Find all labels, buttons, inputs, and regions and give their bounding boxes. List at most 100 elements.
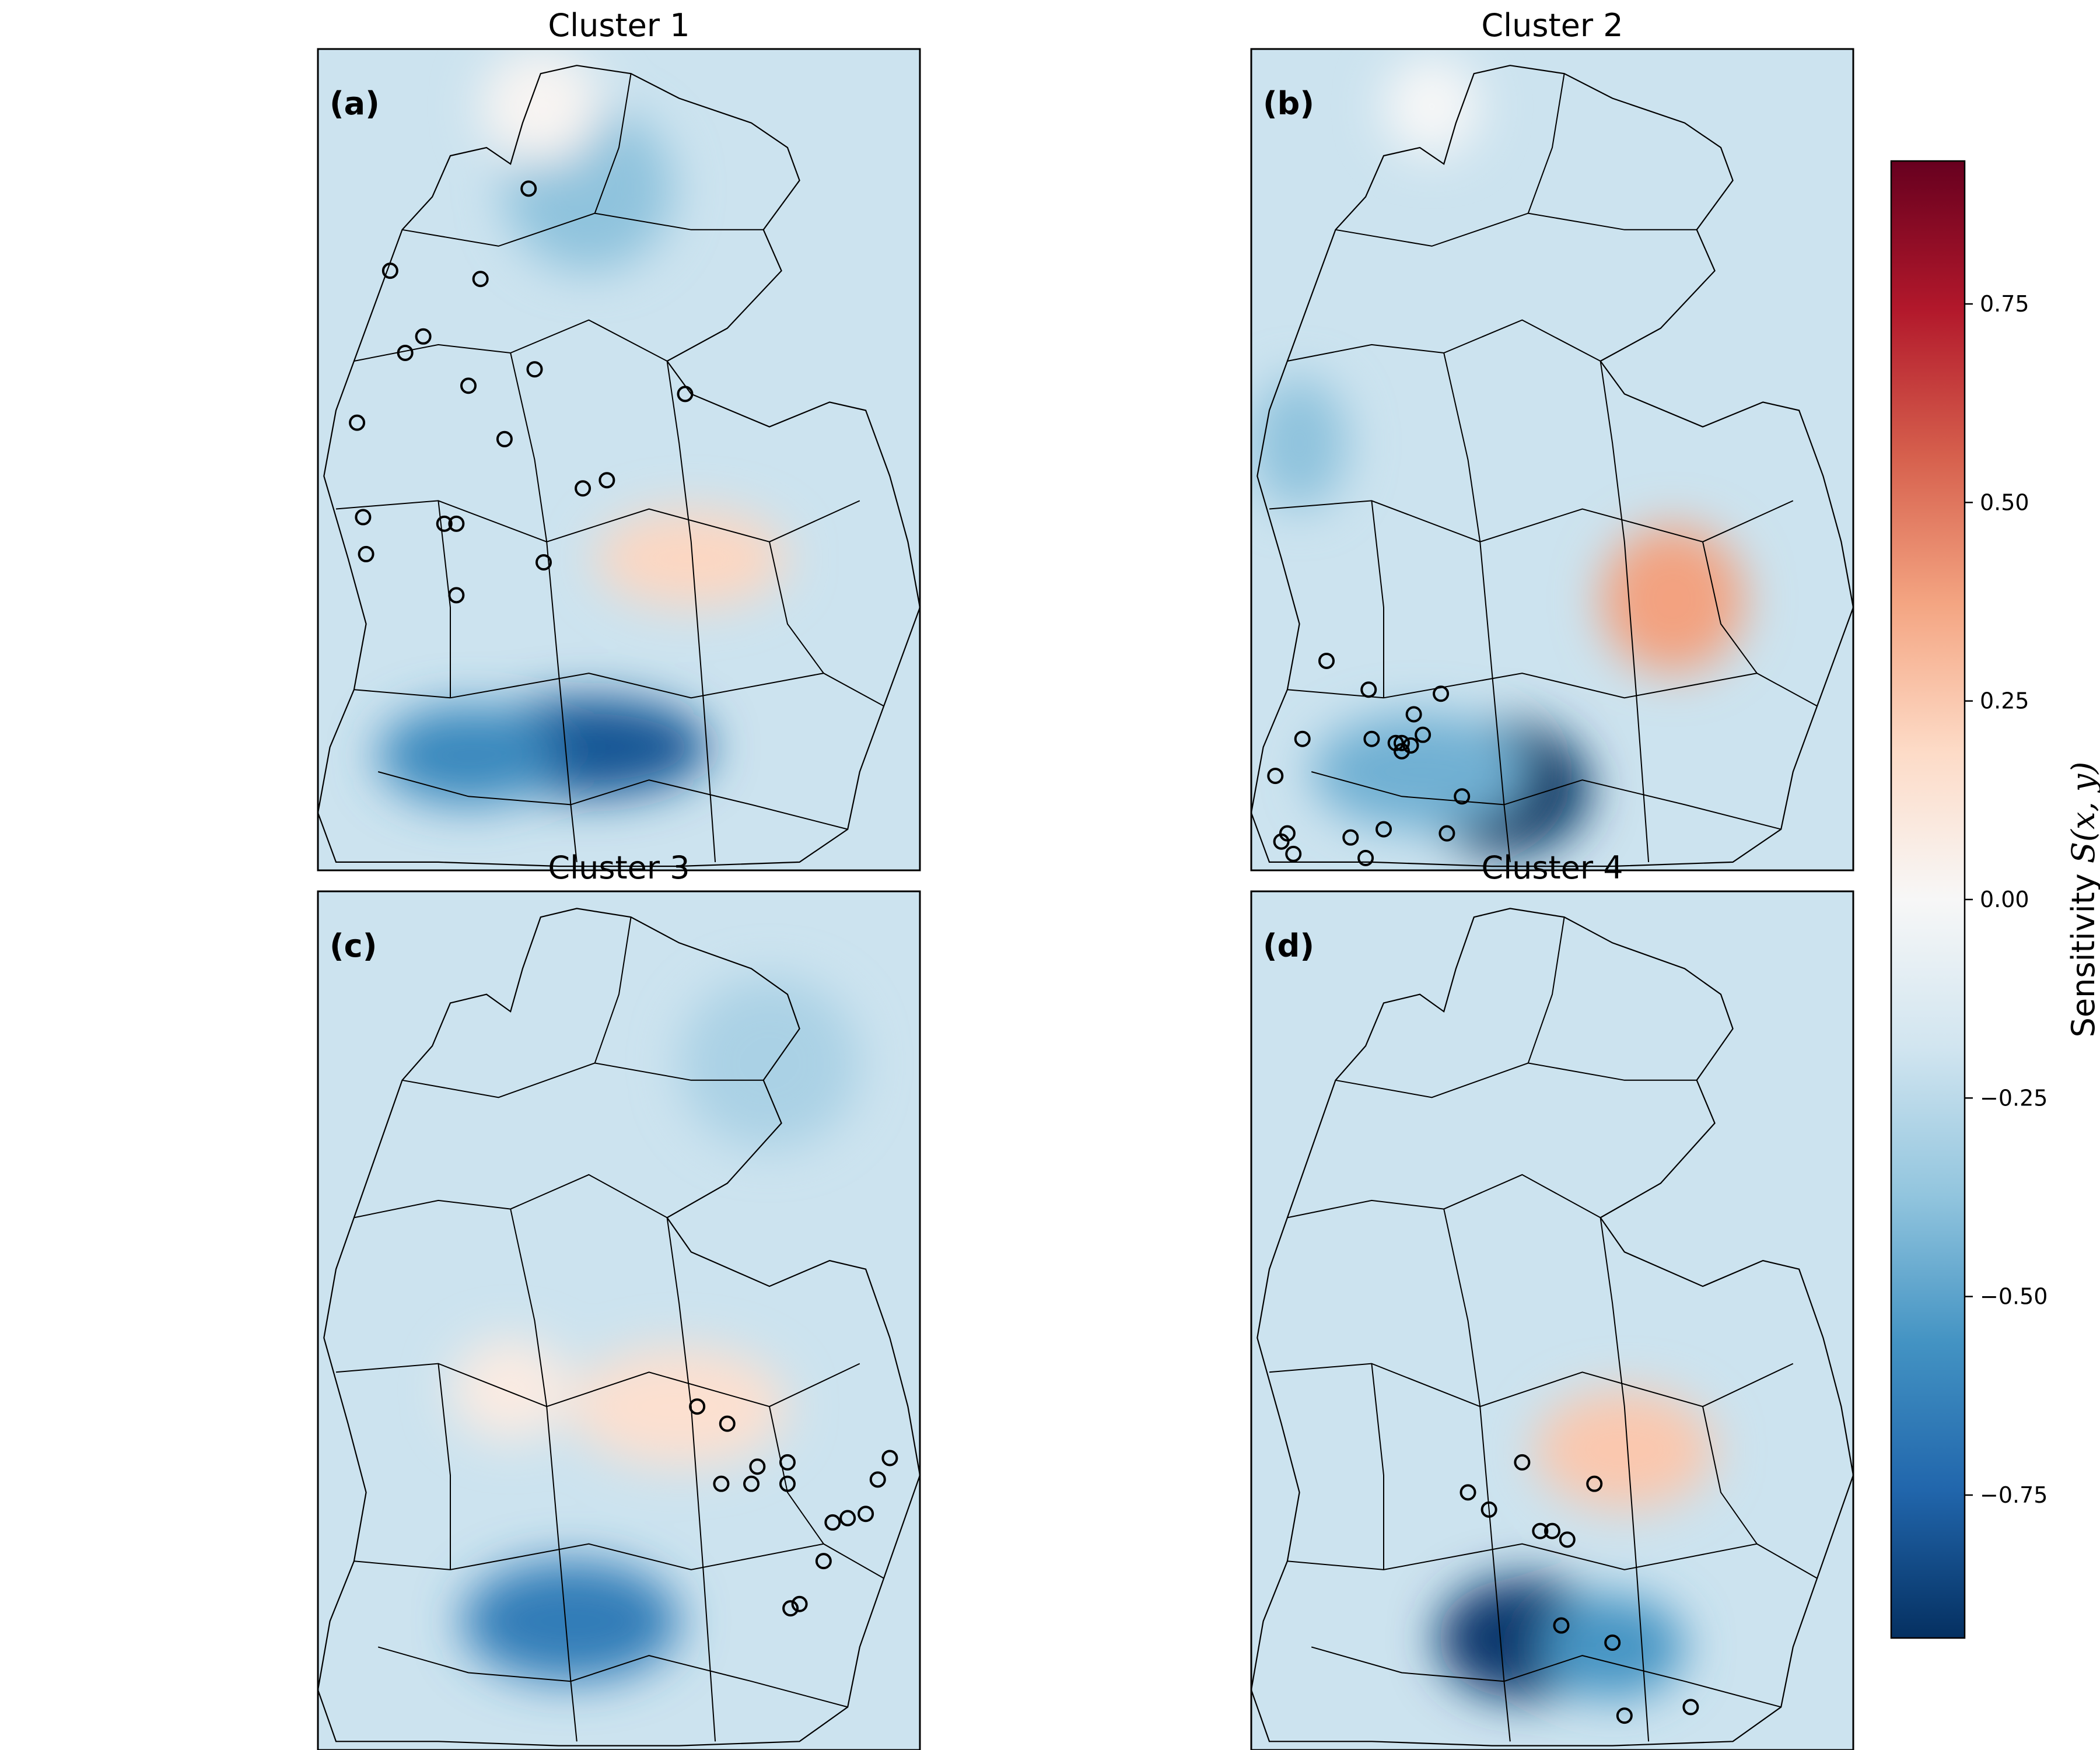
station-marker <box>355 509 372 526</box>
station-marker <box>839 1510 856 1527</box>
station-marker <box>1273 833 1290 850</box>
sensitivity-field <box>1251 57 1745 854</box>
station-marker <box>824 1514 841 1531</box>
colorbar-bar <box>1890 160 1966 1639</box>
colorbar-tick-label: −0.50 <box>1980 1284 2048 1310</box>
colorbar-label-math: S(x, y) <box>2065 762 2100 863</box>
watershed-boundary <box>769 1406 824 1545</box>
region-boundaries <box>1251 908 1853 1746</box>
region-boundaries <box>318 65 920 867</box>
station-marker <box>779 1475 796 1492</box>
station-marker <box>1433 685 1450 702</box>
panel-3: Cluster 3 (c) <box>317 849 921 1750</box>
panel-1: Cluster 1 (a) <box>317 7 921 872</box>
watershed-boundary <box>354 673 884 707</box>
panel-title: Cluster 1 <box>548 7 690 44</box>
panel-frame <box>1250 890 1854 1750</box>
station-marker <box>1586 1475 1603 1492</box>
station-marker <box>713 1475 730 1492</box>
watershed-boundary <box>1311 771 1782 830</box>
panel-label: (d) <box>1263 928 1314 964</box>
field-blob <box>480 49 601 164</box>
station-marker <box>743 1475 760 1492</box>
watershed-boundary <box>1311 1646 1782 1708</box>
watershed-boundary <box>438 501 451 698</box>
panel-label: (a) <box>330 85 380 122</box>
station-marker <box>575 480 592 497</box>
panel-frame <box>317 48 921 872</box>
panel-title: Cluster 3 <box>548 849 690 886</box>
watershed-boundary <box>769 541 824 674</box>
watershed-boundary <box>1371 1363 1384 1570</box>
station-marker <box>1544 1522 1560 1539</box>
watershed-boundary <box>510 1209 578 1742</box>
station-marker <box>1376 821 1392 838</box>
panel-label: (b) <box>1263 85 1314 122</box>
watershed-boundary <box>1443 1209 1511 1742</box>
station-marker <box>1342 829 1359 846</box>
station-marker <box>520 180 537 197</box>
field-blob <box>462 1561 680 1682</box>
watershed-boundary <box>594 74 632 214</box>
colorbar-tick-label: −0.75 <box>1980 1482 2048 1508</box>
watershed-boundary <box>1702 541 1758 674</box>
field-blob <box>1600 525 1745 674</box>
panel-frame <box>317 890 921 1750</box>
watershed-boundary <box>666 360 716 862</box>
watershed-boundary <box>1527 917 1565 1063</box>
station-marker <box>858 1506 874 1522</box>
watershed-boundary <box>1702 1406 1758 1545</box>
panel-frame <box>1250 48 1854 872</box>
station-marker <box>1363 730 1380 747</box>
station-marker <box>1460 1484 1476 1501</box>
station-marker <box>1514 1454 1531 1471</box>
station-marker <box>1357 849 1374 866</box>
station-marker <box>1405 706 1422 723</box>
field-blob <box>450 1338 571 1441</box>
watershed-boundary <box>377 771 848 830</box>
station-marker <box>382 262 398 279</box>
station-marker <box>869 1471 886 1488</box>
colorbar-tick-label: −0.25 <box>1980 1085 2048 1111</box>
field-blob <box>1534 1389 1715 1510</box>
stations <box>1267 652 1471 866</box>
station-marker <box>719 1415 736 1432</box>
station-marker <box>460 377 477 394</box>
station-marker <box>749 1458 766 1475</box>
station-marker <box>349 414 366 431</box>
station-marker <box>1318 652 1335 669</box>
field-blob <box>594 509 788 608</box>
station-marker <box>397 344 414 361</box>
watershed-boundary <box>1600 360 1650 862</box>
station-marker <box>1415 726 1432 743</box>
panel-4: Cluster 4 (d) <box>1250 849 1854 1750</box>
watershed-boundary <box>1287 1543 1818 1579</box>
station-marker <box>1604 1634 1621 1651</box>
station-marker <box>1532 1522 1549 1539</box>
watershed-boundary <box>354 1543 884 1579</box>
colorbar-tick-label: 0.25 <box>1980 688 2029 714</box>
station-marker <box>881 1450 898 1466</box>
field-blob <box>1251 377 1348 509</box>
colorbar-tick-label: 0.50 <box>1980 489 2029 515</box>
field-blob <box>1311 714 1528 830</box>
station-marker <box>1559 1531 1576 1548</box>
station-marker <box>598 472 615 489</box>
watershed-boundary <box>335 500 860 542</box>
station-marker <box>791 1595 808 1612</box>
station-marker <box>815 1553 832 1570</box>
station-marker <box>358 545 374 562</box>
watershed-boundary <box>1371 501 1384 698</box>
field-blob <box>1384 57 1480 156</box>
station-marker <box>472 271 489 288</box>
watershed-boundary <box>510 352 578 863</box>
watershed-boundary <box>1269 500 1794 542</box>
station-marker <box>779 1454 796 1471</box>
station-marker <box>1285 845 1302 862</box>
watershed-boundary <box>438 1363 451 1570</box>
station-marker <box>496 430 513 447</box>
station-marker <box>1454 788 1471 805</box>
watershed-boundary <box>377 1646 848 1708</box>
watershed-boundary <box>335 1363 860 1408</box>
